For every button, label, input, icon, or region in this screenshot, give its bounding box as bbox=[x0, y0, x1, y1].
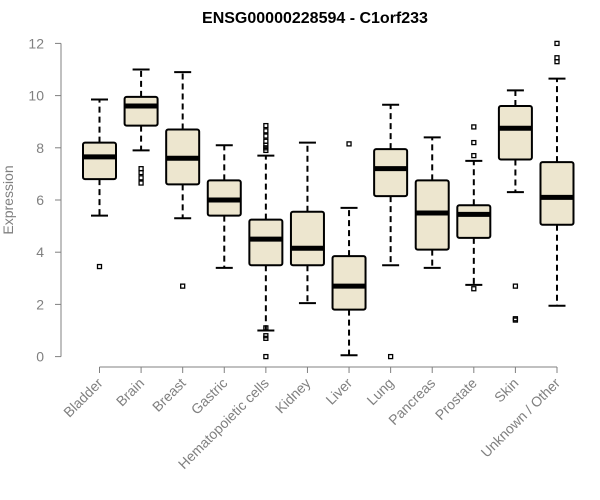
outlier-point bbox=[138, 180, 144, 186]
box-group bbox=[539, 40, 575, 307]
box-group bbox=[123, 68, 159, 186]
box-series bbox=[82, 40, 575, 360]
outlier-point bbox=[512, 316, 519, 322]
outlier-point bbox=[263, 122, 269, 129]
x-tick-label: Skin bbox=[491, 375, 522, 406]
outlier-point bbox=[263, 138, 269, 144]
y-axis-label: Expression bbox=[0, 165, 16, 234]
outlier-point bbox=[554, 40, 560, 47]
y-tick-label: 2 bbox=[36, 296, 44, 312]
outlier-point bbox=[263, 128, 269, 134]
x-tick-label: Prostate bbox=[432, 375, 480, 423]
outlier-point bbox=[471, 124, 477, 130]
outlier-point bbox=[512, 283, 519, 289]
outlier-point bbox=[96, 263, 103, 270]
box-group bbox=[248, 122, 284, 360]
box-iqr bbox=[248, 218, 284, 267]
outlier-point bbox=[263, 325, 269, 331]
y-tick-label: 4 bbox=[36, 244, 44, 260]
box-group bbox=[373, 103, 409, 360]
box-group bbox=[289, 141, 325, 305]
outlier-point bbox=[263, 133, 269, 139]
box-iqr bbox=[123, 95, 159, 127]
box-iqr bbox=[456, 204, 492, 239]
box-group bbox=[497, 89, 533, 323]
x-tick-label: Bladder bbox=[60, 375, 106, 421]
box-group bbox=[456, 124, 492, 292]
box-iqr bbox=[373, 148, 409, 198]
outlier-point bbox=[554, 55, 560, 61]
y-tick-label: 0 bbox=[36, 349, 44, 365]
box-group bbox=[331, 141, 367, 357]
box-group bbox=[165, 71, 201, 289]
box-iqr bbox=[331, 255, 367, 311]
box-iqr bbox=[82, 141, 117, 181]
outlier-point bbox=[471, 152, 477, 159]
box-group bbox=[206, 144, 242, 269]
outlier-point bbox=[471, 139, 477, 146]
y-tick-label: 8 bbox=[36, 140, 44, 156]
box-group bbox=[414, 136, 450, 269]
outlier-point bbox=[180, 283, 186, 289]
outlier-point bbox=[471, 286, 477, 292]
y-tick-label: 10 bbox=[28, 88, 44, 104]
box-iqr bbox=[289, 210, 325, 267]
box-group bbox=[82, 98, 117, 270]
outlier-point bbox=[387, 353, 394, 360]
box-iqr bbox=[497, 105, 533, 161]
chart-title: ENSG00000228594 - C1orf233 bbox=[202, 10, 428, 27]
x-tick-label: Kidney bbox=[272, 375, 314, 417]
outlier-point bbox=[138, 166, 144, 172]
outlier-point bbox=[263, 353, 269, 360]
outlier-point bbox=[263, 333, 269, 339]
outlier-point bbox=[346, 141, 352, 147]
y-tick-label: 6 bbox=[36, 192, 44, 208]
y-axis-ticks: 0 2 4 6 8 10 12 bbox=[28, 35, 61, 365]
x-tick-label: Liver bbox=[322, 375, 355, 408]
x-tick-label: Brain bbox=[113, 375, 147, 409]
box-iqr bbox=[539, 161, 575, 226]
outlier-point bbox=[138, 175, 144, 181]
x-tick-label: Breast bbox=[149, 375, 189, 415]
y-tick-label: 12 bbox=[28, 35, 44, 51]
x-tick-label: Unknown / Other bbox=[478, 375, 564, 461]
x-tick-label: Lung bbox=[363, 375, 396, 408]
